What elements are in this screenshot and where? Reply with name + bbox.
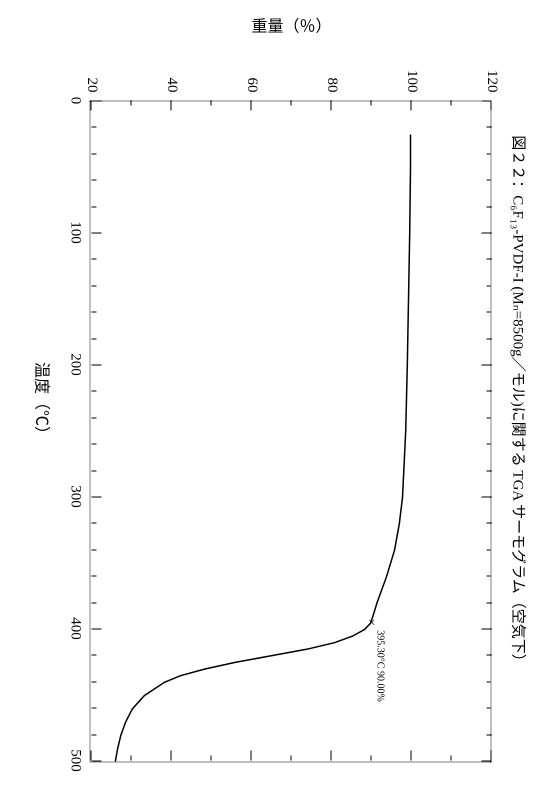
x-minor-tick-top bbox=[486, 126, 491, 127]
y-tick-mark-right bbox=[490, 750, 491, 760]
x-minor-tick-top bbox=[486, 206, 491, 207]
x-minor-tick bbox=[91, 390, 96, 391]
x-tick-mark bbox=[91, 100, 101, 101]
tga-curve bbox=[90, 101, 490, 761]
x-tick-label: 400 bbox=[66, 617, 83, 640]
y-minor-tick-right bbox=[130, 755, 131, 760]
x-tick-mark bbox=[91, 628, 101, 629]
y-minor-tick bbox=[450, 100, 451, 105]
figure-canvas: 図２２：C₆F₁₃-PVDF-I (Mₙ=8500g／モル)に関する TGA サ… bbox=[0, 0, 551, 803]
y-tick-mark bbox=[490, 100, 491, 110]
x-tick-mark-top bbox=[481, 364, 491, 365]
x-axis-label: 温度（℃） bbox=[31, 0, 55, 803]
chart-title: 図２２：C₆F₁₃-PVDF-I (Mₙ=8500g／モル)に関する TGA サ… bbox=[508, 0, 529, 803]
x-minor-tick bbox=[91, 311, 96, 312]
plot-area bbox=[89, 100, 491, 762]
x-minor-tick bbox=[91, 206, 96, 207]
x-minor-tick bbox=[91, 179, 96, 180]
y-tick-mark-right bbox=[90, 750, 91, 760]
y-tick-label: 20 bbox=[83, 58, 100, 92]
x-minor-tick-top bbox=[486, 443, 491, 444]
x-minor-tick-top bbox=[486, 602, 491, 603]
x-tick-label: 300 bbox=[66, 485, 83, 508]
y-tick-mark bbox=[250, 100, 251, 110]
y-minor-tick bbox=[370, 100, 371, 105]
x-minor-tick bbox=[91, 681, 96, 682]
x-minor-tick-top bbox=[486, 179, 491, 180]
x-minor-tick-top bbox=[486, 153, 491, 154]
y-tick-mark-right bbox=[330, 750, 331, 760]
y-minor-tick-right bbox=[370, 755, 371, 760]
x-minor-tick bbox=[91, 153, 96, 154]
x-minor-tick-top bbox=[486, 549, 491, 550]
x-minor-tick bbox=[91, 470, 96, 471]
x-minor-tick bbox=[91, 126, 96, 127]
x-minor-tick bbox=[91, 549, 96, 550]
x-tick-mark-top bbox=[481, 496, 491, 497]
x-minor-tick bbox=[91, 522, 96, 523]
y-minor-tick-right bbox=[450, 755, 451, 760]
x-minor-tick bbox=[91, 285, 96, 286]
x-minor-tick-top bbox=[486, 681, 491, 682]
x-tick-mark bbox=[91, 760, 101, 761]
y-tick-mark-right bbox=[250, 750, 251, 760]
y-tick-label: 100 bbox=[403, 58, 420, 92]
x-minor-tick bbox=[91, 338, 96, 339]
landscape-rotator: 図２２：C₆F₁₃-PVDF-I (Mₙ=8500g／モル)に関する TGA サ… bbox=[0, 0, 551, 803]
x-tick-mark-top bbox=[481, 100, 491, 101]
x-minor-tick bbox=[91, 707, 96, 708]
y-tick-label: 60 bbox=[243, 58, 260, 92]
x-tick-mark bbox=[91, 232, 101, 233]
x-tick-mark-top bbox=[481, 628, 491, 629]
weight-curve bbox=[115, 134, 410, 761]
x-tick-mark bbox=[91, 364, 101, 365]
y-tick-mark bbox=[170, 100, 171, 110]
x-tick-mark-top bbox=[481, 760, 491, 761]
x-minor-tick bbox=[91, 654, 96, 655]
annotation-marker: × bbox=[363, 618, 379, 625]
y-minor-tick bbox=[210, 100, 211, 105]
x-minor-tick bbox=[91, 602, 96, 603]
x-tick-label: 0 bbox=[66, 96, 83, 104]
x-minor-tick bbox=[91, 417, 96, 418]
x-tick-mark-top bbox=[481, 232, 491, 233]
x-minor-tick-top bbox=[486, 734, 491, 735]
x-minor-tick-top bbox=[486, 258, 491, 259]
x-minor-tick-top bbox=[486, 390, 491, 391]
x-minor-tick bbox=[91, 443, 96, 444]
y-tick-mark-right bbox=[170, 750, 171, 760]
y-minor-tick-right bbox=[210, 755, 211, 760]
x-minor-tick bbox=[91, 575, 96, 576]
y-minor-tick-right bbox=[290, 755, 291, 760]
y-tick-label: 80 bbox=[323, 58, 340, 92]
y-tick-mark bbox=[410, 100, 411, 110]
x-minor-tick-top bbox=[486, 417, 491, 418]
x-minor-tick-top bbox=[486, 285, 491, 286]
x-minor-tick-top bbox=[486, 470, 491, 471]
x-minor-tick-top bbox=[486, 522, 491, 523]
x-tick-label: 100 bbox=[66, 221, 83, 244]
x-tick-label: 500 bbox=[66, 749, 83, 772]
x-minor-tick-top bbox=[486, 707, 491, 708]
y-minor-tick bbox=[290, 100, 291, 105]
y-minor-tick bbox=[130, 100, 131, 105]
x-minor-tick-top bbox=[486, 575, 491, 576]
y-tick-mark-right bbox=[410, 750, 411, 760]
y-axis-label: 重量（％） bbox=[251, 12, 331, 36]
y-tick-mark bbox=[330, 100, 331, 110]
y-tick-label: 40 bbox=[163, 58, 180, 92]
x-minor-tick-top bbox=[486, 654, 491, 655]
y-tick-label: 120 bbox=[483, 58, 500, 92]
x-minor-tick-top bbox=[486, 338, 491, 339]
x-minor-tick-top bbox=[486, 311, 491, 312]
y-tick-mark bbox=[90, 100, 91, 110]
x-minor-tick bbox=[91, 734, 96, 735]
x-minor-tick bbox=[91, 258, 96, 259]
x-tick-label: 200 bbox=[66, 353, 83, 376]
x-tick-mark bbox=[91, 496, 101, 497]
annotation-text: 395.30°C 90.00% bbox=[374, 630, 385, 702]
